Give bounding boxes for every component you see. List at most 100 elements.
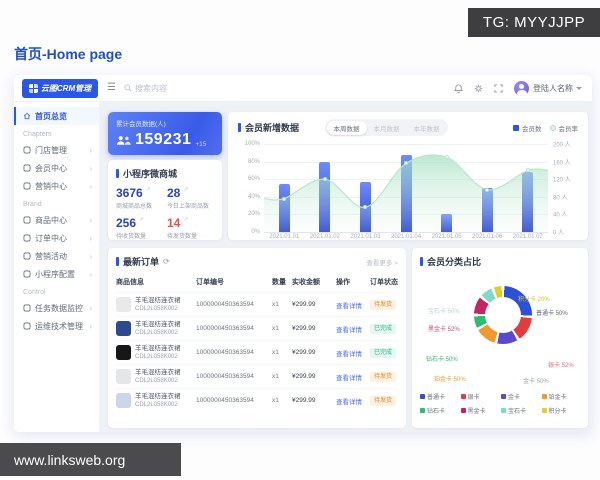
- column-header: 数量: [272, 279, 286, 286]
- ops-icon: [23, 322, 31, 330]
- hamburger-menu-icon[interactable]: [107, 83, 116, 93]
- chevron-right-icon: [89, 270, 92, 279]
- user-avatar[interactable]: [514, 80, 529, 96]
- product-text: 羊毛混纺连衣裙 CDL2L058K002: [135, 345, 181, 359]
- view-detail-link[interactable]: 查看详情: [336, 302, 362, 310]
- member-rate-point: [404, 161, 408, 166]
- sidebar-item-label: 首页总览: [35, 111, 67, 121]
- product-text: 羊毛混纺连衣裙 CDL2L058K002: [135, 321, 181, 335]
- sidebar-item-marketing[interactable]: 营销中心: [14, 177, 99, 195]
- chart-legend: 会员数 会员率: [513, 123, 578, 133]
- donut-callout-4: 钻石卡 50%: [426, 357, 458, 363]
- column-header: 商品信息: [116, 279, 144, 286]
- status-badge: 待发货: [370, 299, 397, 310]
- chart-tab-2[interactable]: 本年数据: [413, 125, 440, 133]
- x-axis-label: 2021.01.07: [512, 234, 543, 240]
- mall-stat-value: 3676: [116, 187, 163, 199]
- mall-panel-title: 小程序微商城: [123, 169, 178, 179]
- main-content: 累计会员数据(人) 159231 +15 小程序微商城 3676 商城商品总数 28…: [100, 102, 592, 432]
- sidebar-item-home[interactable]: 首页总览: [14, 107, 99, 125]
- sidebar-item-monitor[interactable]: 任务数据监控: [14, 299, 99, 317]
- chevron-right-icon: [89, 182, 92, 191]
- donut-panel-title: 会员分类占比: [427, 257, 482, 267]
- order-amount: ¥299.99: [292, 325, 316, 332]
- y-axis-left-tick: 60%: [247, 176, 260, 183]
- chevron-right-icon: [89, 234, 92, 243]
- bell-icon[interactable]: [454, 83, 463, 93]
- sidebar-item-ops[interactable]: 运维技术管理: [14, 317, 99, 335]
- view-detail-link[interactable]: 查看详情: [336, 326, 362, 334]
- product-cell: 羊毛混纺连衣裙 CDL2L058K002: [116, 297, 196, 312]
- sidebar-item-store[interactable]: 门店管理: [14, 141, 99, 159]
- donut-legend-label: 金卡: [508, 395, 521, 401]
- sidebar-section-label: Control: [23, 289, 46, 296]
- chevron-right-icon: [89, 146, 92, 155]
- y-axis-right-tick: 160 人: [553, 160, 571, 167]
- y-axis-left-tick: 80%: [247, 158, 260, 165]
- chart-range-tabs: 本周数据 本月数据 本年数据: [325, 119, 449, 136]
- member-card-title: 累计会员数据(人): [116, 121, 166, 128]
- donut-legend-label: 普通卡: [427, 395, 446, 401]
- watermark-badge: www.linksweb.org: [0, 443, 181, 476]
- marketing-icon: [23, 182, 31, 190]
- status-cell: 已完成: [370, 323, 398, 334]
- refresh-icon[interactable]: [163, 257, 170, 266]
- column-header: 订单编号: [196, 279, 224, 286]
- search-input[interactable]: 搜索内容: [124, 83, 167, 94]
- order-amount: ¥299.99: [292, 397, 316, 404]
- title-accent-bar: [420, 257, 423, 266]
- x-axis-label: 2021.01.03: [350, 234, 381, 240]
- donut-callout-2: 金卡 50%: [523, 379, 549, 385]
- sidebar-item-goods[interactable]: 商品中心: [14, 211, 99, 229]
- stat-number: 14: [167, 216, 181, 230]
- member-rate-point: [525, 168, 530, 173]
- stat-number: 3676: [116, 186, 143, 200]
- view-more-link[interactable]: 查看更多 >: [366, 259, 398, 267]
- view-detail-link[interactable]: 查看详情: [336, 374, 362, 382]
- sidebar-item-order[interactable]: 订单中心: [14, 229, 99, 247]
- sidebar-item-activity[interactable]: 营销活动: [14, 247, 99, 265]
- member-icon: [23, 164, 31, 172]
- table-row[interactable]: 羊毛混纺连衣裙 CDL2L058K002 1000000450363594 x1 ¥29…: [116, 292, 398, 316]
- chart-tab-0[interactable]: 本周数据: [326, 120, 367, 135]
- view-detail-link[interactable]: 查看详情: [336, 398, 362, 406]
- product-cell: 羊毛混纺连衣裙 CDL2L058K002: [116, 369, 196, 384]
- search-icon: [124, 84, 132, 92]
- sidebar-item-label: 会员中心: [35, 163, 67, 173]
- chevron-down-icon: [576, 86, 582, 90]
- sidebar-item-member[interactable]: 会员中心: [14, 159, 99, 177]
- table-row[interactable]: 羊毛混纺连衣裙 CDL2L058K002 1000000450363594 x1 ¥29…: [116, 316, 398, 340]
- orders-header-row: 商品信息 订单编号 数量 实收金额 操作 订单状态: [116, 274, 398, 292]
- order-number: 1000000450363594: [196, 349, 254, 356]
- view-detail-link[interactable]: 查看详情: [336, 350, 362, 358]
- order-qty: x1: [272, 349, 279, 356]
- sidebar-item-label: 任务数据监控: [35, 303, 83, 313]
- donut-legend-item: 积分卡: [541, 406, 581, 415]
- sidebar-section-label: Brand: [23, 201, 42, 208]
- donut-legend-label: 钻石卡: [427, 409, 446, 415]
- y-axis-left-tick: 40%: [247, 193, 260, 200]
- x-axis-label: 2021.01.01: [269, 234, 300, 240]
- sidebar-item-miniapp[interactable]: 小程序配置: [14, 265, 99, 283]
- table-row[interactable]: 羊毛混纺连衣裙 CDL2L058K002 1000000450363594 x1 ¥29…: [116, 364, 398, 388]
- members-icon: [116, 136, 131, 145]
- table-row[interactable]: 羊毛混纺连衣裙 CDL2L058K002 1000000450363594 x1 ¥29…: [116, 340, 398, 364]
- donut-callout-5: 黑金卡 52%: [428, 327, 460, 333]
- fullscreen-icon[interactable]: [494, 83, 503, 93]
- donut-legend-swatch: [420, 408, 425, 413]
- product-sku: CDL2L058K002: [135, 377, 178, 384]
- donut-panel: 会员分类占比 普通卡 50% 银卡 52% 金卡 50% 铂金卡 50% 钻石卡 50%…: [412, 248, 588, 428]
- user-name[interactable]: 登陆人名称: [533, 83, 573, 93]
- gear-icon[interactable]: [474, 84, 483, 93]
- app-logo[interactable]: 云图CRM管理: [22, 78, 98, 98]
- donut-legend-swatch: [541, 408, 547, 413]
- sidebar: 首页总览 Chapters 门店管理会员中心营销中心 Brand 商品中心订单中心营销活…: [14, 102, 100, 432]
- table-row[interactable]: 羊毛混纺连衣裙 CDL2L058K002 1000000450363594 x1 ¥29…: [116, 388, 398, 412]
- x-axis-label: 2021.01.05: [431, 234, 462, 240]
- chart-tab-1[interactable]: 本月数据: [373, 125, 400, 133]
- donut-callout-0: 普通卡 50%: [536, 311, 568, 317]
- trend-up-icon: [146, 187, 151, 193]
- y-axis-left-tick: 0%: [251, 229, 260, 235]
- mall-stat-label: 商城商品总数: [116, 204, 153, 210]
- mall-stat-value: 28: [167, 187, 214, 199]
